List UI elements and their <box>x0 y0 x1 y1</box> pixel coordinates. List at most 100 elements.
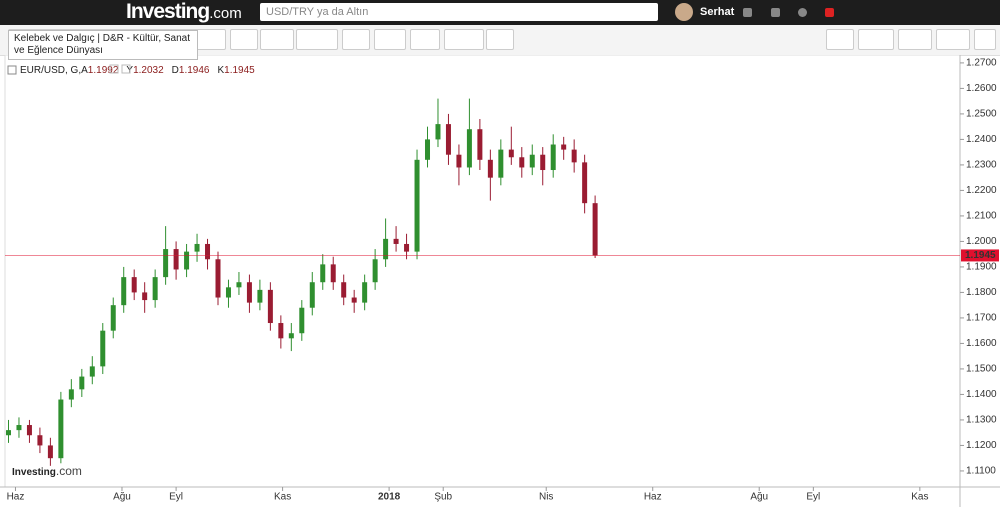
candle-body <box>194 243 200 252</box>
candle-body <box>205 243 211 260</box>
cloud-load[interactable] <box>936 29 970 50</box>
candle-body <box>236 282 242 288</box>
candle-body <box>351 297 357 303</box>
legend-icon <box>121 64 131 74</box>
candle-body <box>445 124 451 155</box>
x-tick-label: Kas <box>274 492 291 503</box>
candle-body <box>320 264 326 283</box>
symbol: EUR/USD, G, <box>20 65 81 76</box>
legend-value: 1.2032 <box>133 65 164 76</box>
candle-body <box>131 277 137 293</box>
y-tick-label: 1.1400 <box>966 389 997 400</box>
x-tick-label: Nis <box>539 492 553 503</box>
candle-body <box>393 238 399 244</box>
clock-icon[interactable] <box>798 8 807 17</box>
y-tick-label: 1.1900 <box>966 262 997 273</box>
candle-body <box>362 282 368 303</box>
search-box[interactable]: USD/TRY ya da Altın <box>260 3 658 21</box>
candle-body <box>110 305 116 331</box>
logo-suffix: .com <box>209 5 242 22</box>
fullscreen-button[interactable] <box>974 29 996 50</box>
candle-body <box>68 389 74 400</box>
candle-body <box>487 159 493 178</box>
candle-body <box>309 282 315 308</box>
legend-icon <box>109 64 119 74</box>
candle-body <box>372 259 378 283</box>
cloud-save[interactable] <box>898 29 932 50</box>
candle-body <box>529 154 535 168</box>
indicator-button[interactable] <box>260 29 294 50</box>
y-tick-label: 1.2100 <box>966 211 997 222</box>
avatar[interactable] <box>675 3 693 21</box>
compare-button[interactable] <box>296 29 338 50</box>
logo-text: Investing <box>126 0 210 23</box>
y-tick-label: 1.2700 <box>966 58 997 69</box>
candle-body <box>37 435 43 446</box>
candle-body <box>267 289 273 324</box>
candle-body <box>425 139 431 160</box>
y-tick-label: 1.2000 <box>966 236 997 247</box>
candle-body <box>152 277 158 301</box>
candle-body <box>184 251 190 270</box>
candle-body <box>89 366 95 377</box>
candle-body <box>79 376 85 390</box>
undo-redo[interactable] <box>444 29 484 50</box>
x-tick-label: Eyl <box>806 492 820 503</box>
y-tick-label: 1.2400 <box>966 134 997 145</box>
y-tick-label: 1.1500 <box>966 364 997 375</box>
chart: 1.2700 1.2600 1.2500 1.2400 1.2300 1.2200 1.21… <box>0 55 1000 507</box>
watermark: Investing.com <box>12 464 82 478</box>
legend-key: D <box>172 65 179 76</box>
flag-icon[interactable] <box>825 8 834 17</box>
y-tick-label: 1.1300 <box>966 415 997 426</box>
alert-button[interactable] <box>486 29 514 50</box>
candle-body <box>341 282 347 298</box>
candle-body <box>278 323 284 339</box>
notification-icon[interactable] <box>743 8 752 17</box>
candle-body <box>571 149 577 163</box>
candle-body <box>435 124 441 140</box>
settings-button[interactable] <box>342 29 370 50</box>
candle-body <box>121 277 127 306</box>
user-name[interactable]: Serhat <box>700 6 735 18</box>
x-tick-label: Ağu <box>113 492 131 503</box>
y-tick-label: 1.2500 <box>966 109 997 120</box>
candle-body <box>550 144 556 171</box>
top-bar: Investing.com USD/TRY ya da Altın Serhat <box>0 0 1000 25</box>
color-button[interactable] <box>858 29 894 50</box>
candle-body <box>456 154 462 168</box>
candle-body <box>288 333 294 339</box>
portfolio-icon[interactable] <box>771 8 780 17</box>
x-tick-label: Ağu <box>750 492 768 503</box>
plot-area <box>4 55 961 488</box>
candle-body <box>592 203 598 256</box>
y-tick-label: 1.1600 <box>966 338 997 349</box>
candle-body <box>246 282 252 303</box>
legend-value: 1.1992 <box>88 65 119 76</box>
candle-body <box>498 149 504 178</box>
legend-value: 1.1945 <box>224 65 255 76</box>
symbol-legend: EUR/USD, G,A1.1992 Y1.2032 D1.1946 K1.1945 <box>20 65 255 76</box>
candle-body <box>383 238 389 260</box>
candle-body <box>330 264 336 283</box>
candle-body <box>477 129 483 160</box>
snapshot-button[interactable] <box>826 29 854 50</box>
logo[interactable]: Investing.com <box>126 0 242 24</box>
y-tick-label: 1.1800 <box>966 287 997 298</box>
x-tick-label: Kas <box>911 492 928 503</box>
candle-body <box>5 430 11 436</box>
y-tick-label: 1.2200 <box>966 185 997 196</box>
x-tick-label: Eyl <box>169 492 183 503</box>
candle-body <box>47 445 53 459</box>
x-tick-label: Şub <box>434 492 452 503</box>
candle-body <box>142 292 148 301</box>
legend-key: A <box>81 65 88 76</box>
candle-body <box>519 157 525 168</box>
legend-value: 1.1946 <box>179 65 210 76</box>
scale-button[interactable] <box>410 29 440 50</box>
candle-body <box>299 307 305 334</box>
studies-button[interactable] <box>374 29 406 50</box>
candle-body <box>58 399 64 459</box>
candle-button[interactable] <box>230 29 258 50</box>
candle-body <box>16 425 22 431</box>
